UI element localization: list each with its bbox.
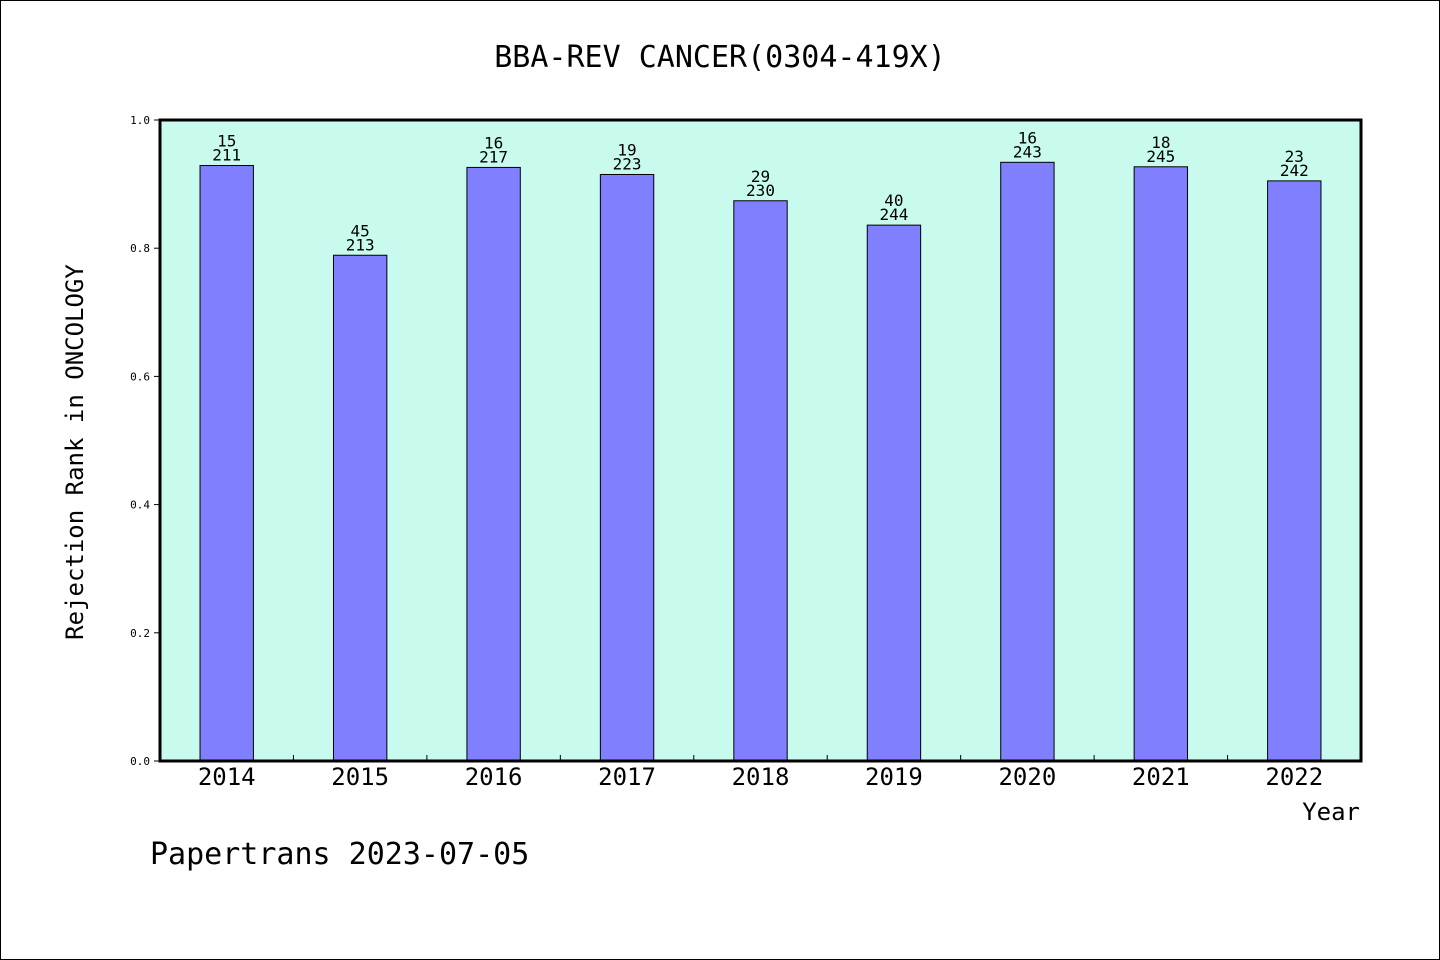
data-label-top-2020: 16: [1018, 128, 1037, 147]
bar-2019: [866, 224, 922, 762]
x-tick-label-2018: 2018: [732, 763, 790, 791]
x-tick-label-2017: 2017: [598, 763, 656, 791]
y-tick-label: 0.8: [130, 242, 150, 255]
y-tick-label: 0.6: [130, 370, 150, 383]
data-label-bottom-2014: 211: [212, 146, 241, 165]
y-tick-label: 0.2: [130, 627, 150, 640]
bar-2020: [1000, 161, 1055, 762]
data-label-top-2017: 19: [617, 140, 636, 159]
x-tick-label-2022: 2022: [1265, 763, 1323, 791]
x-tick-label-2019: 2019: [865, 763, 923, 791]
y-tick-label: 0.0: [130, 755, 150, 768]
bar-2021: [1133, 166, 1189, 762]
data-label-bottom-2015: 213: [346, 235, 375, 254]
bar-2014: [199, 165, 254, 762]
data-label-top-2019: 40: [884, 191, 903, 210]
data-label-top-2022: 23: [1285, 147, 1304, 166]
data-label-bottom-2022: 242: [1280, 161, 1309, 180]
bar-2016: [466, 166, 521, 762]
data-label-bottom-2018: 230: [746, 181, 775, 200]
data-label-bottom-2016: 217: [479, 147, 508, 166]
x-axis-label: Year: [1302, 798, 1360, 826]
data-label-top-2021: 18: [1151, 133, 1170, 152]
data-label-top-2015: 45: [351, 221, 370, 240]
y-axis-ticks: 0.0 0.2 0.4 0.6 0.8 1.0: [130, 114, 160, 768]
x-tick-label-2015: 2015: [331, 763, 389, 791]
x-tick-label-2020: 2020: [998, 763, 1056, 791]
y-tick-label: 1.0: [130, 114, 150, 127]
y-axis-label: Rejection Rank in ONCOLOGY: [61, 264, 89, 640]
x-tick-label-2014: 2014: [198, 763, 256, 791]
bar-2022: [1267, 180, 1322, 762]
data-label-bottom-2019: 244: [879, 205, 908, 224]
x-axis-ticks: 2014 2015 2016 2017 2018 2019 2020 2021 2022: [198, 755, 1323, 791]
data-label-top-2014: 15: [217, 132, 236, 151]
data-label-bottom-2017: 223: [613, 154, 642, 173]
bar-2015: [332, 254, 388, 762]
bar-2017: [599, 173, 655, 762]
data-label-top-2016: 16: [484, 133, 503, 152]
data-label-bottom-2020: 243: [1013, 142, 1042, 161]
x-tick-label-2016: 2016: [465, 763, 523, 791]
chart-title: BBA-REV CANCER(0304-419X): [494, 40, 946, 75]
y-tick-label: 0.4: [130, 499, 150, 512]
data-label-top-2018: 29: [751, 167, 770, 186]
bar-2018: [733, 200, 788, 762]
footer-text: Papertrans 2023-07-05: [150, 837, 529, 872]
x-tick-label-2021: 2021: [1132, 763, 1190, 791]
plot-border: [158, 118, 1363, 763]
data-label-bottom-2021: 245: [1146, 147, 1175, 166]
